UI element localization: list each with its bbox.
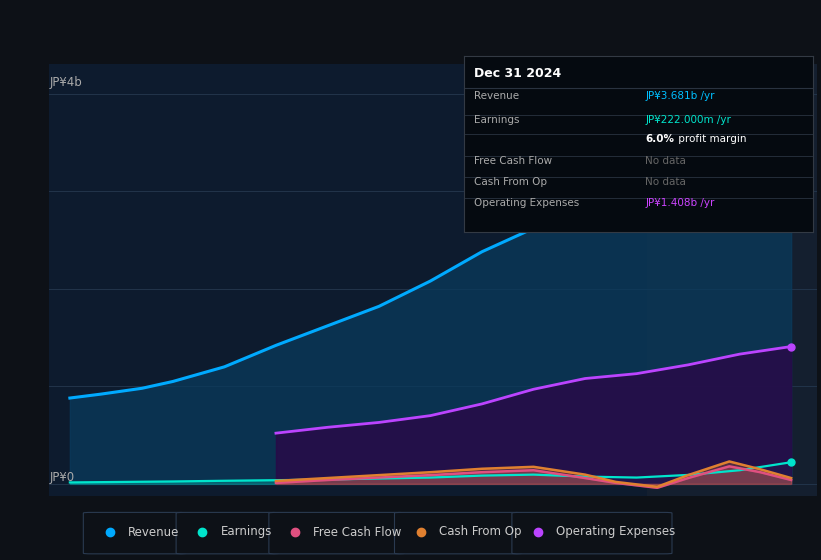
FancyBboxPatch shape [268,512,404,554]
Text: Dec 31 2024: Dec 31 2024 [475,67,562,80]
Text: Revenue: Revenue [127,525,179,539]
Text: Operating Expenses: Operating Expenses [557,525,676,539]
Text: JP¥0: JP¥0 [49,471,75,484]
Text: No data: No data [645,156,686,166]
Text: profit margin: profit margin [675,134,746,144]
FancyBboxPatch shape [394,512,522,554]
Text: Earnings: Earnings [220,525,272,539]
Text: Free Cash Flow: Free Cash Flow [475,156,553,166]
Text: JP¥4b: JP¥4b [49,76,82,89]
Text: JP¥1.408b /yr: JP¥1.408b /yr [645,198,715,208]
Text: No data: No data [645,177,686,187]
Text: JP¥222.000m /yr: JP¥222.000m /yr [645,115,732,125]
Text: Earnings: Earnings [475,115,520,125]
FancyBboxPatch shape [512,512,672,554]
Text: 6.0%: 6.0% [645,134,674,144]
Text: Free Cash Flow: Free Cash Flow [314,525,401,539]
Text: Cash From Op: Cash From Op [475,177,548,187]
Bar [647,64,817,496]
FancyBboxPatch shape [83,512,186,554]
Text: Operating Expenses: Operating Expenses [475,198,580,208]
Text: JP¥3.681b /yr: JP¥3.681b /yr [645,91,715,101]
Text: Cash From Op: Cash From Op [439,525,521,539]
FancyBboxPatch shape [176,512,278,554]
Text: Revenue: Revenue [475,91,520,101]
